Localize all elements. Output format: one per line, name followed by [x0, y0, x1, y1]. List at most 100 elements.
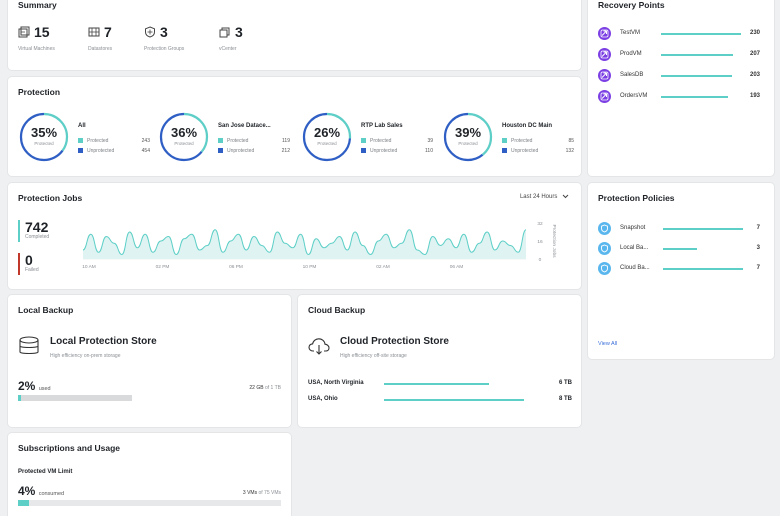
summary-virtual-machines[interactable]: 15 Virtual Machines [18, 24, 55, 52]
subscriptions-title: Subscriptions and Usage [18, 443, 121, 453]
region-name: USA, North Virginia [308, 380, 364, 386]
local-backup-card: Local Backup Local Protection Store High… [8, 295, 291, 427]
policy-name: Snapshot [620, 225, 646, 231]
virtual-machines-count: 15 [34, 24, 50, 40]
recovery-point-row[interactable]: TestVM 230 [598, 27, 760, 41]
recovery-point-row[interactable]: ProdVM 207 [598, 48, 760, 62]
protected-count: 85 [568, 138, 574, 144]
summary-title: Summary [18, 0, 57, 10]
unprotected-label: Unprotected [511, 148, 539, 154]
jobs-line [82, 229, 527, 256]
region-value: 6 TB [558, 380, 572, 386]
protected-swatch [218, 138, 223, 144]
protected-caption: Protected [317, 141, 337, 146]
protected-count: 39 [427, 138, 433, 144]
protection-jobs-chart: 10 AM 02 PM 06 PM 10 PM 02 AM 06 AM 32 16 0 Prote… [82, 221, 557, 270]
vms-total: of 75 VMs [258, 490, 281, 496]
datastore-icon [88, 27, 100, 37]
jobs-failed: 0 Failed [18, 252, 39, 275]
protection-policies-title: Protection Policies [598, 193, 675, 203]
y-tick-label: 16 [537, 239, 543, 245]
vcenter-icon [219, 27, 230, 38]
cloud-store-title: Cloud Protection Store [340, 336, 449, 347]
protection-groups-count: 3 [160, 24, 168, 40]
unprotected-row: Unprotected 132 [502, 148, 574, 154]
recovery-points-title: Recovery Points [598, 0, 665, 10]
unprotected-count: 454 [141, 148, 150, 154]
local-backup-title: Local Backup [18, 305, 74, 315]
local-capacity-total: of 1 TB [264, 385, 281, 391]
time-range-dropdown[interactable]: Last 24 Hours [520, 194, 569, 200]
vm-limit-label: Protected VM Limit [18, 469, 73, 475]
protection-donut [159, 112, 209, 162]
summary-vcenter[interactable]: 3 vCenter [219, 24, 243, 52]
policy-bar [663, 228, 743, 230]
policy-icon [598, 222, 611, 235]
policy-bar [663, 268, 743, 270]
local-store-title: Local Protection Store [50, 336, 157, 347]
protection-group[interactable]: 39% Protected Houston DC Main Protected 85 Un… [442, 111, 581, 165]
recovery-point-row[interactable]: SalesDB 203 [598, 69, 760, 83]
policy-count: 3 [756, 245, 760, 251]
unprotected-label: Unprotected [370, 148, 398, 154]
unprotected-count: 132 [565, 148, 574, 154]
protection-group[interactable]: 26% Protected RTP Lab Sales Protected 39 Unpr… [301, 111, 441, 165]
protected-percent: 26% [313, 125, 341, 140]
local-used-label: used [38, 386, 51, 392]
recovery-point-row[interactable]: OrdersVM 193 [598, 90, 760, 104]
completed-label: Completed [25, 234, 50, 240]
group-name: Houston DC Main [502, 123, 552, 129]
failed-count: 0 [25, 252, 33, 268]
protected-row: Protected 39 [361, 138, 433, 144]
view-all-link[interactable]: View All [598, 341, 618, 347]
x-tick-label: 02 PM [156, 264, 170, 270]
x-tick-label: 06 PM [229, 264, 243, 270]
summary-datastores[interactable]: 7 Datastores [88, 24, 112, 52]
vm-usage-bar [18, 500, 281, 506]
recovery-point-icon [598, 48, 611, 61]
recovery-point-name: SalesDB [620, 72, 644, 78]
protected-count: 119 [282, 138, 290, 144]
datastores-count: 7 [104, 24, 112, 40]
recovery-point-count: 230 [749, 30, 760, 36]
protected-row: Protected 119 [218, 138, 290, 144]
unprotected-row: Unprotected 454 [78, 148, 150, 154]
recovery-point-count: 207 [749, 51, 760, 57]
virtual-machines-label: Virtual Machines [18, 46, 55, 52]
donut-protected-arc [443, 112, 493, 162]
datastores-label: Datastores [88, 46, 113, 52]
policy-name: Cloud Ba... [620, 265, 650, 271]
chevron-down-icon [562, 194, 569, 199]
protection-group[interactable]: 35% Protected All Protected 243 Unprotected 45… [18, 111, 158, 165]
policy-count: 7 [756, 225, 760, 231]
recovery-point-bar [661, 96, 729, 98]
recovery-points-card: Recovery Points TestVM 230 ProdVM 207 SalesD… [588, 0, 774, 176]
policy-row[interactable]: Snapshot 7 [598, 222, 760, 236]
policy-row[interactable]: Cloud Ba... 7 [598, 262, 760, 276]
subscriptions-card: Subscriptions and Usage Protected VM Lim… [8, 433, 291, 516]
protection-group[interactable]: 36% Protected San Jose Datace... Protected 1… [158, 111, 298, 165]
protected-caption: Protected [174, 141, 194, 146]
policy-row[interactable]: Local Ba... 3 [598, 242, 760, 256]
protection-card: Protection 35% Protected All Protected 243 Un… [8, 77, 581, 176]
protected-label: Protected [370, 138, 392, 144]
recovery-point-bar [661, 75, 732, 77]
protected-swatch [502, 138, 507, 144]
region-row[interactable]: USA, North Virginia 6 TB [308, 380, 572, 390]
donut-protected-arc [19, 112, 69, 162]
protection-policies-card: Protection Policies Snapshot 7 Local Ba...… [588, 183, 774, 359]
group-name: San Jose Datace... [218, 123, 271, 129]
donut-label: 36% Protected [158, 125, 210, 146]
vcenter-count: 3 [235, 24, 243, 40]
unprotected-row: Unprotected 110 [361, 148, 433, 154]
vm-usage-text: 3 VMs of 75 VMs [243, 490, 281, 496]
recovery-point-bar [661, 54, 733, 56]
protected-percent: 39% [454, 125, 482, 140]
donut-protected-arc [159, 112, 209, 162]
summary-protection-groups[interactable]: 3 Protection Groups [144, 24, 184, 52]
donut-label: 26% Protected [301, 125, 353, 146]
local-usage-fill [18, 395, 21, 401]
failed-bar [18, 253, 20, 275]
region-row[interactable]: USA, Ohio 8 TB [308, 396, 572, 406]
x-tick-label: 02 AM [376, 264, 390, 270]
